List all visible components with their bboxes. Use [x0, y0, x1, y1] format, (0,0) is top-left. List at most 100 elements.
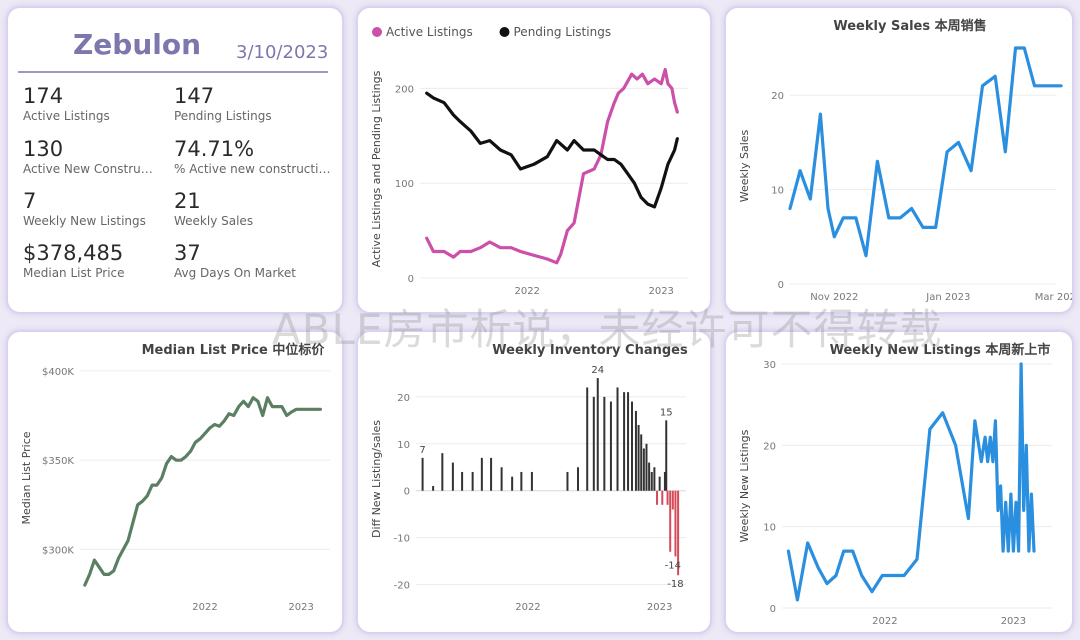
bar — [677, 490, 680, 576]
kpi-label: Avg Days On Market — [174, 266, 296, 280]
legend-label: Active Listings — [386, 25, 473, 39]
x-tick-label: 2022 — [515, 602, 540, 613]
bar — [653, 467, 656, 491]
bar — [637, 425, 640, 491]
bar — [421, 457, 424, 491]
kpi-label: Active Listings — [23, 109, 110, 123]
bar — [603, 396, 606, 491]
series-line — [788, 46, 1063, 258]
bar — [609, 401, 612, 491]
bar — [586, 387, 589, 491]
data-label: -18 — [667, 579, 683, 590]
kpi-label: Active New Constructions — [23, 162, 158, 176]
bar — [665, 420, 668, 491]
y-tick-label: 0 — [778, 280, 784, 291]
y-tick-label: $300K — [42, 545, 74, 556]
x-tick-label: 2023 — [647, 602, 672, 613]
x-tick-label: 2023 — [1001, 616, 1026, 627]
kpi-weekly-new-listings: 7 Weekly New Listings — [23, 189, 183, 229]
kpi-label: Weekly Sales — [174, 214, 254, 228]
city-title: Zebulon — [73, 28, 202, 61]
y-tick-label: 10 — [397, 440, 410, 451]
data-label: 24 — [591, 365, 604, 376]
y-tick-label: 10 — [763, 523, 776, 534]
bar — [592, 396, 595, 491]
y-tick-label: 0 — [404, 487, 410, 498]
kpi-value: 147 — [174, 84, 215, 108]
data-label: 7 — [419, 445, 425, 456]
legend-label: Pending Listings — [514, 25, 612, 39]
weekly-sales-chart-card: Weekly Sales 本周销售 0 10 20 Nov 2022 Jan 2023 Ma… — [724, 6, 1074, 314]
y-tick-label: 20 — [763, 441, 776, 452]
bar — [520, 471, 523, 491]
bar — [640, 434, 643, 491]
kpi-value: 174 — [23, 84, 64, 108]
x-tick-label: 2023 — [648, 286, 673, 297]
bar — [661, 490, 664, 505]
y-tick-label: 200 — [395, 84, 414, 95]
bar — [530, 471, 533, 491]
y-tick-label: $350K — [42, 456, 74, 467]
bar — [566, 471, 569, 491]
bar — [648, 462, 651, 491]
series-line — [83, 396, 322, 587]
y-axis-label: Active Listings and Pending Listings — [370, 70, 383, 267]
y-tick-label: 0 — [408, 274, 414, 285]
data-label: -14 — [665, 560, 681, 571]
bar — [623, 392, 626, 491]
weekly-new-listings-chart: Weekly New Listings 本周新上市 0 10 20 30 2022 2023… — [738, 342, 1052, 627]
bar — [577, 467, 579, 491]
chart-title: Weekly Inventory Changes — [492, 343, 688, 358]
bar — [616, 387, 619, 491]
y-tick-label: 20 — [771, 91, 784, 102]
kpi-pct-active-new-constructions: 74.71%% Active new constructions — [174, 137, 334, 177]
kpi-value: 7 — [23, 189, 37, 213]
bar — [627, 392, 630, 491]
chart-title: Weekly New Listings 本周新上市 — [830, 342, 1051, 358]
kpi-pending-listings: 147 Pending Listings — [174, 84, 334, 124]
bar — [634, 410, 637, 491]
kpi-value: 130 — [23, 137, 64, 161]
kpi-median-list-price: $378,485 Median List Price — [23, 241, 183, 281]
series-line — [786, 362, 1036, 602]
bar — [471, 471, 474, 491]
active-pending-chart-card: 0 100 200 2022 2023 Active Listings and Pendi… — [356, 6, 712, 314]
bar — [480, 457, 483, 491]
legend-marker — [372, 27, 382, 37]
bar — [441, 453, 444, 491]
kpi-avg-days-on-market: 37 Avg Days On Market — [174, 241, 334, 281]
bar — [671, 490, 674, 510]
chart-title: Median List Price 中位标价 — [142, 342, 326, 358]
x-tick-label: Jan 2023 — [925, 292, 970, 303]
kpi-active-listings: 174 Active Listings — [23, 84, 183, 124]
bar — [663, 471, 666, 491]
y-tick-label: -10 — [394, 534, 410, 545]
bar — [645, 443, 648, 491]
y-tick-label: 30 — [763, 360, 776, 371]
kpi-weekly-sales: 21 Weekly Sales — [174, 189, 334, 229]
median-list-price-chart-card: Median List Price 中位标价 $300K $350K $400K 202… — [6, 330, 344, 634]
kpi-value: 74.71% — [174, 137, 255, 161]
kpi-label: Weekly New Listings — [23, 214, 146, 228]
legend-marker — [499, 27, 510, 37]
kpi-value: 21 — [174, 189, 201, 213]
kpi-card: Zebulon 3/10/2023 174 Active Listings 147… — [6, 6, 344, 314]
bar — [596, 378, 599, 491]
median-list-price-chart: Median List Price 中位标价 $300K $350K $400K 202… — [20, 342, 330, 613]
bar — [631, 401, 633, 491]
active-pending-chart: 0 100 200 2022 2023 Active Listings and Pendi… — [370, 25, 688, 297]
bar — [511, 476, 514, 491]
y-tick-label: $400K — [42, 367, 74, 378]
weekly-new-listings-chart-card: Weekly New Listings 本周新上市 0 10 20 30 2022 2023… — [724, 330, 1074, 634]
y-axis-label: Median List Price — [20, 431, 33, 524]
y-tick-label: -20 — [394, 581, 410, 592]
bar — [642, 448, 645, 491]
x-tick-label: 2022 — [872, 616, 897, 627]
y-tick-label: 10 — [771, 186, 784, 197]
bar — [669, 490, 672, 552]
bar — [650, 471, 653, 491]
x-tick-label: 2023 — [288, 602, 313, 613]
y-axis-label: Weekly Sales — [738, 129, 751, 202]
title-divider — [18, 71, 328, 73]
